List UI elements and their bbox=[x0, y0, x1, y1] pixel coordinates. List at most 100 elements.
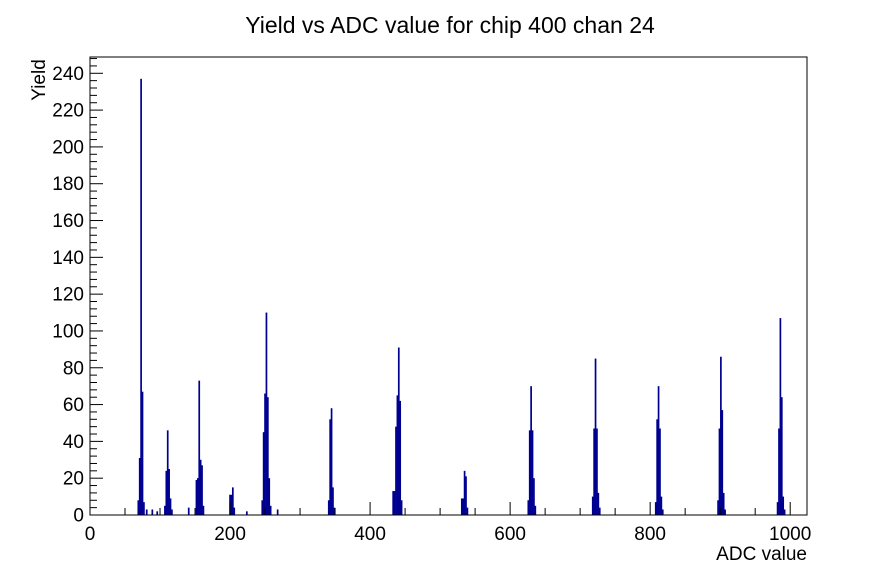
histogram-bin bbox=[267, 397, 269, 515]
histogram-bin bbox=[527, 500, 530, 515]
y-tick-label: 180 bbox=[52, 174, 84, 195]
y-tick-label: 80 bbox=[63, 358, 84, 379]
x-tick-label: 800 bbox=[634, 524, 666, 545]
histogram-bin bbox=[187, 507, 190, 515]
histogram-bin bbox=[262, 432, 265, 515]
histogram-bin bbox=[164, 505, 166, 515]
y-tick-label: 60 bbox=[63, 395, 84, 416]
histogram-bin bbox=[724, 509, 726, 515]
histogram-bin bbox=[145, 509, 148, 515]
histogram-bin bbox=[717, 500, 719, 515]
axes-frame bbox=[89, 56, 808, 516]
histogram-bin bbox=[166, 430, 169, 515]
histogram-bin bbox=[466, 507, 469, 515]
histogram-bin bbox=[533, 478, 535, 515]
histogram-bin bbox=[397, 347, 400, 515]
y-tick-label: 100 bbox=[52, 321, 84, 342]
histogram-bin bbox=[593, 428, 595, 515]
histogram-bin bbox=[333, 507, 336, 515]
histogram-bin bbox=[140, 78, 142, 515]
histogram-bin bbox=[720, 356, 722, 515]
histogram-bin bbox=[718, 428, 721, 515]
histogram-bin bbox=[171, 509, 173, 515]
histogram-bin bbox=[198, 380, 201, 515]
histogram-bin bbox=[332, 487, 334, 515]
histogram-bin bbox=[141, 391, 144, 515]
histogram-bin bbox=[656, 419, 659, 515]
y-tick-label: 140 bbox=[52, 248, 84, 269]
histogram-bin bbox=[778, 428, 780, 515]
histogram-bin bbox=[329, 419, 332, 515]
histogram-bin bbox=[659, 428, 661, 515]
histogram-bin bbox=[661, 509, 664, 515]
histogram-bars bbox=[137, 78, 786, 515]
histogram-bin bbox=[657, 386, 660, 515]
histogram-bin bbox=[396, 395, 399, 515]
histogram-bin bbox=[392, 491, 395, 515]
histogram-bin bbox=[169, 498, 172, 515]
histogram-bin bbox=[783, 509, 786, 515]
histogram-bin bbox=[268, 478, 271, 515]
histogram-bin bbox=[779, 318, 782, 515]
histogram-bin bbox=[330, 408, 333, 515]
histogram-bin bbox=[400, 500, 403, 515]
y-tick-label: 220 bbox=[52, 101, 84, 122]
chart-title: Yield vs ADC value for chip 400 chan 24 bbox=[245, 12, 655, 38]
histogram-bin bbox=[138, 457, 141, 515]
x-tick-label: 0 bbox=[85, 524, 96, 545]
x-axis-tick-labels: 0 200 400 600 800 1000 bbox=[85, 524, 812, 545]
y-axis-label: Yield bbox=[29, 59, 50, 101]
histogram-bin bbox=[530, 386, 532, 515]
plot-frame bbox=[89, 56, 808, 516]
y-tick-label: 0 bbox=[73, 506, 84, 527]
histogram-bin bbox=[399, 400, 402, 515]
histogram-bin bbox=[591, 496, 594, 515]
histogram-bin bbox=[534, 505, 537, 515]
histogram-bin bbox=[597, 492, 600, 515]
histogram-bin bbox=[393, 491, 396, 515]
y-tick-label: 200 bbox=[52, 137, 84, 158]
histogram-bin bbox=[165, 470, 168, 515]
histogram-bin bbox=[201, 465, 203, 515]
histogram-bin bbox=[231, 487, 234, 515]
histogram-bin bbox=[596, 428, 598, 515]
y-tick-label: 40 bbox=[63, 432, 84, 453]
histogram-bin bbox=[327, 500, 330, 515]
x-axis-label: ADC value bbox=[716, 544, 807, 565]
histogram-bin bbox=[463, 470, 466, 515]
histogram-bin bbox=[168, 468, 170, 515]
y-tick-label: 160 bbox=[52, 211, 84, 232]
histogram-bin bbox=[721, 410, 724, 515]
histogram-bin bbox=[245, 511, 248, 515]
y-tick-label: 240 bbox=[52, 64, 84, 85]
x-tick-label: 1000 bbox=[769, 524, 811, 545]
histogram-bin bbox=[233, 507, 236, 515]
histogram-bin bbox=[722, 492, 725, 515]
x-tick-label: 400 bbox=[354, 524, 386, 545]
histogram-bin bbox=[465, 476, 467, 515]
histogram-bin bbox=[276, 509, 279, 515]
histogram-bin bbox=[151, 509, 154, 515]
histogram-bin bbox=[199, 459, 202, 515]
histogram-bin bbox=[230, 494, 233, 515]
histogram-bin bbox=[137, 500, 140, 515]
histogram-bin bbox=[196, 478, 199, 515]
histogram-bin bbox=[660, 496, 663, 515]
histogram-bin bbox=[654, 502, 657, 515]
histogram-bin bbox=[528, 430, 531, 515]
histogram-bin bbox=[395, 426, 397, 515]
histogram-bin bbox=[598, 507, 601, 515]
histogram-bin bbox=[261, 500, 264, 515]
histogram-bin bbox=[202, 505, 205, 515]
histogram-bin bbox=[269, 505, 272, 515]
histogram-bin bbox=[460, 498, 463, 515]
x-axis-ticks bbox=[89, 502, 791, 515]
x-tick-label: 600 bbox=[494, 524, 526, 545]
y-tick-label: 120 bbox=[52, 285, 84, 306]
histogram-bin bbox=[143, 502, 145, 515]
histogram-bin bbox=[156, 511, 159, 515]
histogram-bin bbox=[776, 502, 779, 515]
y-axis-tick-labels: 0 20 40 60 80 100 120 140 160 180 200 220 240 bbox=[52, 64, 84, 527]
histogram-bin bbox=[195, 480, 198, 515]
histogram-bin bbox=[782, 496, 785, 515]
